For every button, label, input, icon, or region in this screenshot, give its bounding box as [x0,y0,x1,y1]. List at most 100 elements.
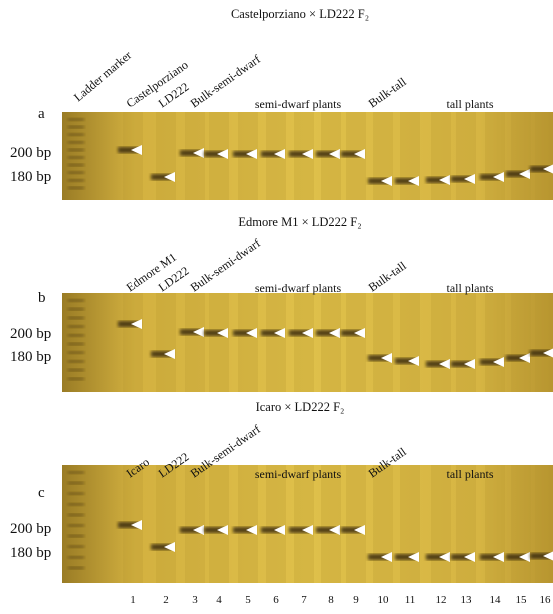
size-label: 180 bp [10,349,51,365]
lane-number: 13 [461,594,473,606]
ladder-band [68,141,84,144]
lane-number: 1 [130,594,136,606]
lane-streak [400,112,420,200]
panel-title: Icaro × LD222 F₂ [256,400,345,414]
ladder-band [68,471,84,474]
lane-streak [294,465,314,583]
ladder-band [68,482,84,485]
lane-streak [373,293,393,392]
lane-number: 14 [490,594,502,606]
lane-streak [485,465,505,583]
ladder-band [68,351,84,354]
lane-streak [346,465,366,583]
ladder-band [68,316,84,319]
ladder-band [68,299,84,302]
lane-streak [456,293,476,392]
size-label: 200 bp [10,145,51,161]
lane-streak [238,293,258,392]
ladder-band [68,566,84,569]
ladder-band [68,164,84,167]
lane-streak [185,293,205,392]
lane-number: 3 [192,594,198,606]
ladder-band [68,156,84,159]
ladder-band [68,513,84,516]
lane-streak [266,293,286,392]
lane-number: 7 [301,594,307,606]
lane-label: Bulk-tall [366,258,410,294]
lane-streak [456,112,476,200]
lane-streak [266,465,286,583]
lane-number: 11 [405,594,416,606]
figure: Castelporziano × LD222 F₂a200 bp180 bpLa… [0,0,553,609]
lane-label: semi-dwarf plants [255,467,342,481]
lane-streak [373,112,393,200]
lane-streak [400,293,420,392]
lane-streak [535,465,553,583]
lane-streak [431,293,451,392]
lane-number: 2 [163,594,169,606]
ladder-band [68,492,84,495]
lane-number: 5 [245,594,251,606]
lane-streak [209,293,229,392]
ladder-band [68,343,84,346]
ladder-band [68,308,84,311]
panel-title: Castelporziano × LD222 F₂ [231,7,369,21]
ladder-band [68,171,84,174]
lane-streak [485,293,505,392]
lane-number: 4 [216,594,222,606]
lane-streak [535,112,553,200]
lane-streak [431,465,451,583]
lane-streak [321,293,341,392]
lane-streak [209,465,229,583]
lane-number: 6 [273,594,279,606]
lane-streak [511,465,531,583]
ladder-band [68,126,84,129]
lane-streak [123,112,143,200]
lane-number: 16 [540,594,552,606]
panel-letter: b [38,290,46,306]
ladder-band [68,133,84,136]
lane-streak [238,465,258,583]
lane-streak [123,293,143,392]
lane-streak [431,112,451,200]
lane-streak [185,465,205,583]
panel-title: Edmore M1 × LD222 F₂ [238,215,361,229]
ladder-band [68,556,84,559]
lane-streak [400,465,420,583]
panels: Castelporziano × LD222 F₂a200 bp180 bpLa… [10,7,553,606]
lane-streak [321,465,341,583]
lane-streak [156,112,176,200]
lane-streak [346,293,366,392]
lane-label: semi-dwarf plants [255,281,342,295]
ladder-band [68,334,84,337]
ladder-band [68,179,84,182]
ladder-band [68,148,84,151]
size-label: 180 bp [10,545,51,561]
lane-label: Ladder marker [71,48,134,104]
lane-streak [511,293,531,392]
lane-label: tall plants [447,467,494,481]
lane-streak [485,112,505,200]
ladder-band [68,535,84,538]
lane-streak [535,293,553,392]
lane-label: Bulk-tall [366,74,410,110]
lane-streak [156,293,176,392]
lane-streak [373,465,393,583]
size-label: 180 bp [10,169,51,185]
ladder-band [68,377,84,380]
lane-label: Bulk-semi-dwarf [188,52,263,110]
ladder-band [68,186,84,189]
lane-label: tall plants [447,281,494,295]
lane-number: 9 [353,594,359,606]
lane-streak [156,465,176,583]
ladder-band [68,118,84,121]
ladder-band [68,325,84,328]
panel-letter: c [38,485,45,501]
lane-label: semi-dwarf plants [255,97,342,111]
lane-number: 15 [516,594,528,606]
lane-streak [294,293,314,392]
lane-streak [456,465,476,583]
lane-number: 12 [436,594,447,606]
lane-number: 8 [328,594,334,606]
lane-number: 10 [378,594,390,606]
